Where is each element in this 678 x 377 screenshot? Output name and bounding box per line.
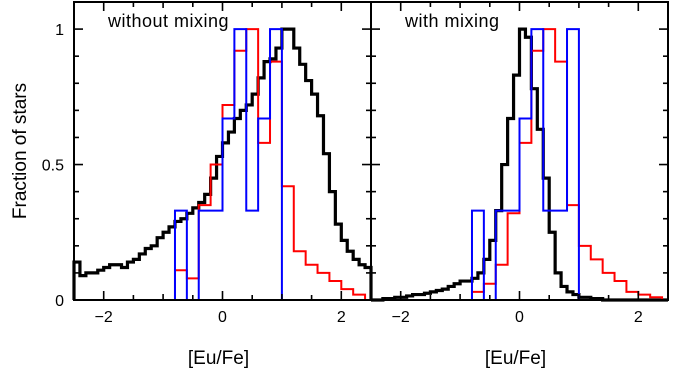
x-tick-label: 0 [515,309,524,326]
panel-2-series-black [371,27,668,302]
x-tick-label: −2 [392,309,410,326]
y-tick-label: 0 [55,293,64,310]
x-tick-label: 0 [218,309,227,326]
panel-1-series-blue [173,28,294,301]
panel-1-title: without mixing [107,11,229,31]
y-tick-label: 0.5 [42,158,64,175]
x-tick-label: −2 [95,309,113,326]
panel-2: −2 0 2 with mixing [Eu/Fe] [370,1,669,369]
panel-1-xlabel: [Eu/Fe] [188,348,249,369]
x-tick-label: 2 [337,309,346,326]
y-tick-label: 1 [55,22,64,39]
panel-1: −2 0 2 without mixing [Eu/Fe] [72,1,373,369]
x-tick-label: 2 [634,309,643,326]
y-axis-label: Fraction of stars [10,83,31,219]
panel-2-title: with mixing [404,11,500,31]
panel-2-xlabel: [Eu/Fe] [485,348,546,369]
